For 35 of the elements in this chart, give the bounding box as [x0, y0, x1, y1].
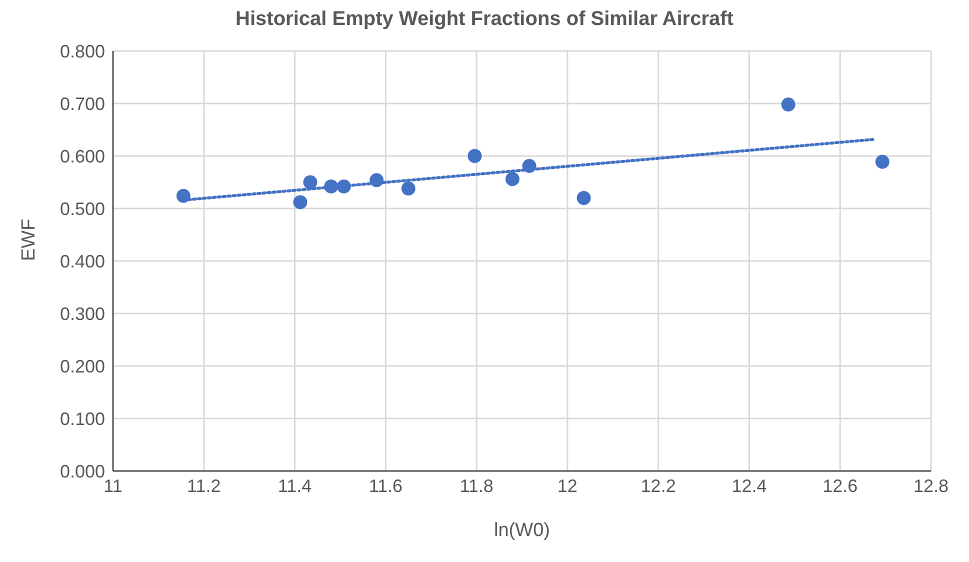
x-tick-label: 12.6 [822, 476, 858, 496]
point [505, 172, 520, 186]
point [336, 179, 351, 194]
y-axis-title: EWF [18, 218, 40, 261]
y-tick-label: 0.400 [60, 251, 105, 272]
chart-title: Historical Empty Weight Fractions of Similar Aircraft [234, 8, 734, 31]
point [468, 149, 482, 163]
point [176, 188, 190, 203]
x-axis-title: ln(W0) [494, 520, 550, 541]
x-tick-label: 12.4 [732, 476, 767, 496]
x-tick-label: 11.6 [368, 476, 403, 496]
y-tick-label: 0.600 [60, 146, 105, 166]
point [875, 154, 890, 169]
y-tick-label: 0.100 [60, 408, 105, 429]
x-tick-label: 11.2 [187, 476, 221, 496]
x-tick-label: 11.4 [278, 476, 312, 496]
point [522, 158, 536, 173]
x-tick-label: 12 [557, 476, 578, 496]
y-tick-label: 0.800 [60, 41, 105, 62]
point [370, 173, 384, 188]
y-tick-label: 0.200 [60, 356, 105, 376]
x-tick-label: 11 [104, 476, 122, 496]
y-tick-label: 0.700 [60, 94, 105, 114]
point [781, 98, 796, 112]
point [324, 179, 338, 194]
y-tick-label: 0.000 [60, 461, 105, 482]
point [303, 175, 318, 190]
x-tick-label: 12.2 [640, 476, 676, 496]
y-tick-label: 0.500 [60, 198, 105, 219]
point [576, 191, 591, 205]
point [401, 182, 416, 196]
x-tick-label: 11.8 [460, 476, 494, 496]
x-tick-label: 12.8 [913, 476, 949, 496]
y-tick-label: 0.300 [60, 304, 105, 324]
point [293, 195, 308, 210]
